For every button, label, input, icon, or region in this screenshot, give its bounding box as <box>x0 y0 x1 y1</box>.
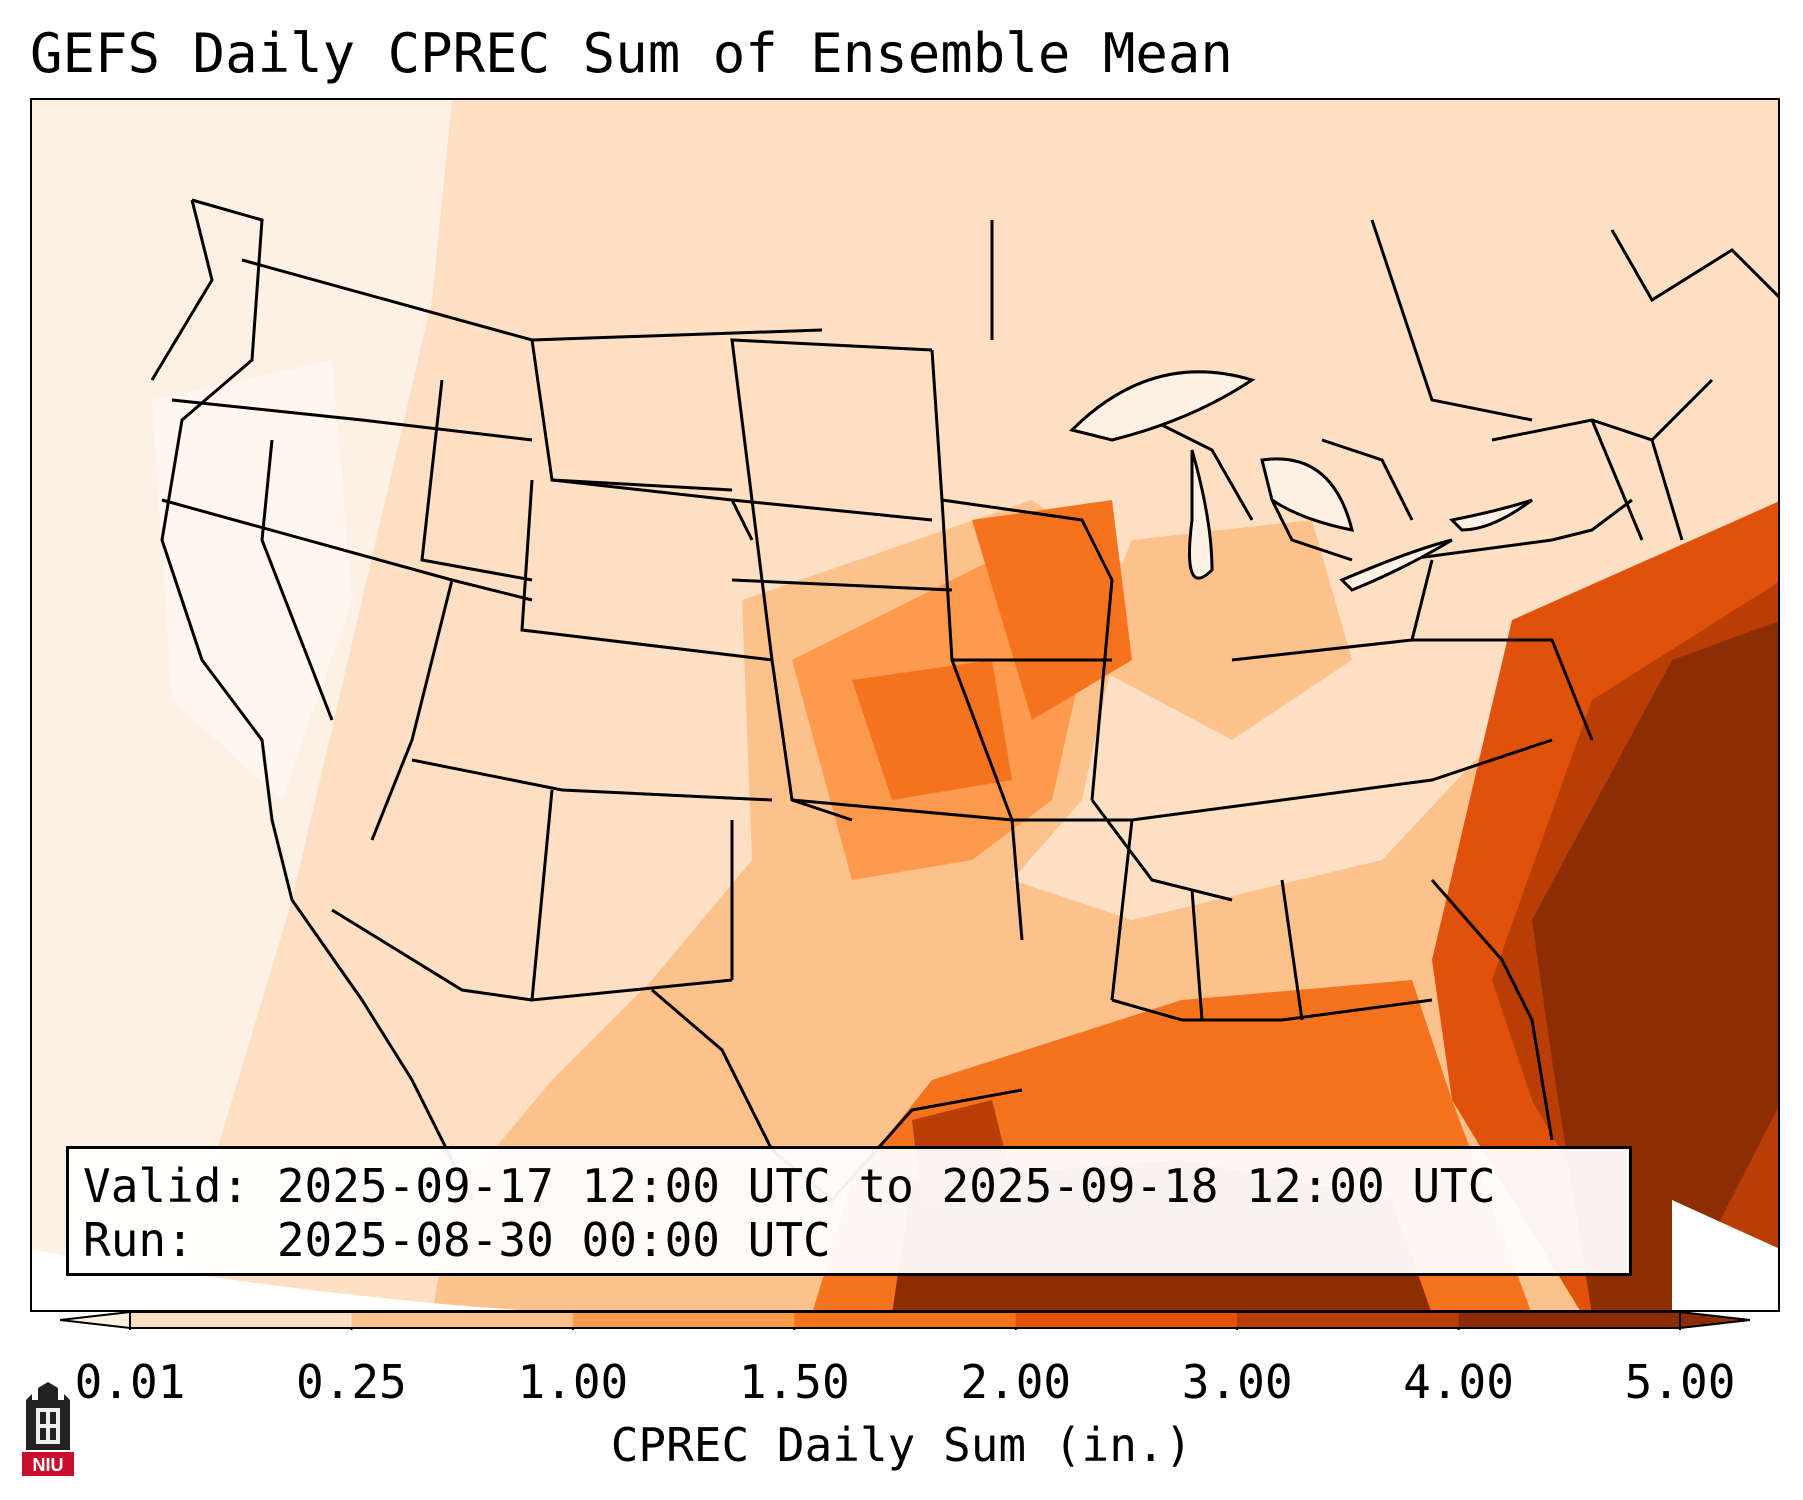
colorbar-tick-label: 5.00 <box>1624 1355 1736 1409</box>
precip-shading <box>32 100 1778 1310</box>
colorbar-segment <box>794 1312 1017 1328</box>
niu-logo-icon: NIU <box>22 1382 74 1476</box>
colorbar-segment <box>1015 1312 1238 1328</box>
colorbar-segment <box>1237 1312 1460 1328</box>
colorbar-segment <box>351 1312 574 1328</box>
colorbar-segment <box>1458 1312 1681 1328</box>
map-title: GEFS Daily CPREC Sum of Ensemble Mean <box>30 22 1233 85</box>
colorbar-tick-label: 0.01 <box>74 1355 186 1409</box>
colorbar-tick-label: 2.00 <box>960 1355 1072 1409</box>
colorbar-segments <box>129 1311 1681 1330</box>
colorbar-tick-label: 1.50 <box>738 1355 850 1409</box>
colorbar-tick-label: 4.00 <box>1403 1355 1514 1409</box>
map-canvas <box>32 100 1778 1310</box>
colorbar-label: CPREC Daily Sum (in.) <box>610 1418 1193 1472</box>
colorbar-tick-label: 0.25 <box>296 1355 407 1409</box>
colorbar <box>60 1310 1750 1330</box>
colorbar-tick-label: 1.00 <box>517 1355 629 1409</box>
state-borders <box>150 198 1778 1203</box>
colorbar-segment <box>130 1312 352 1328</box>
colorbar-tick-label: 3.00 <box>1181 1355 1293 1409</box>
valid-run-info-box: Valid: 2025-09-17 12:00 UTC to 2025-09-1… <box>66 1146 1632 1276</box>
colorbar-max-arrow <box>1679 1310 1750 1330</box>
colorbar-segment <box>572 1312 795 1328</box>
precipitation-map <box>30 98 1780 1312</box>
run-time-text: Run: 2025-08-30 00:00 UTC <box>83 1213 831 1267</box>
great-lakes <box>1069 370 1533 592</box>
logo-text: NIU <box>33 1455 64 1475</box>
valid-time-text: Valid: 2025-09-17 12:00 UTC to 2025-09-1… <box>83 1159 1496 1213</box>
colorbar-min-arrow <box>60 1310 131 1330</box>
